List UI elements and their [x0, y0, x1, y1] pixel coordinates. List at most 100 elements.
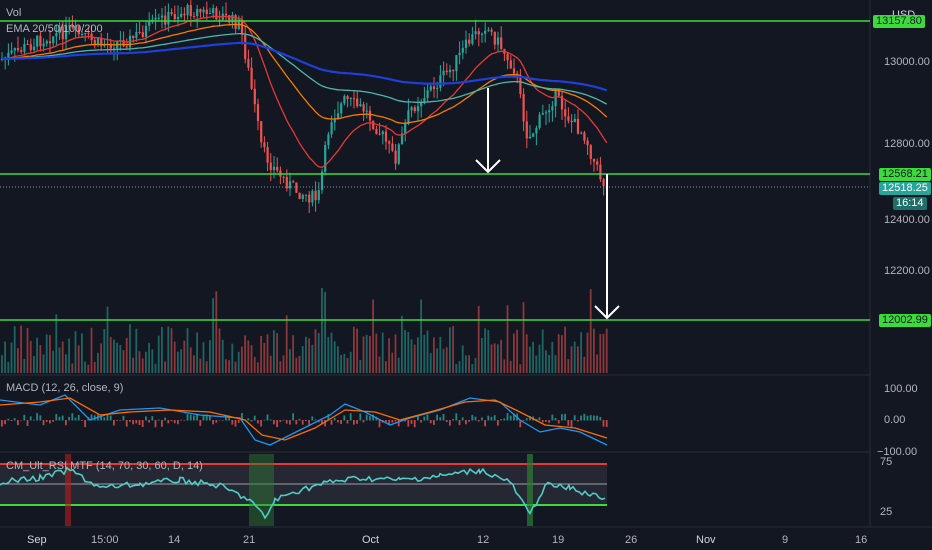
- volume-bar: [397, 357, 400, 373]
- ema-lines: [1, 15, 608, 168]
- candle-body: [557, 89, 560, 96]
- candle-body: [196, 9, 199, 17]
- candle-body: [20, 50, 23, 52]
- volume-bar: [548, 354, 550, 373]
- volume-bar: [250, 345, 253, 373]
- volume-bar: [209, 340, 211, 373]
- macd-histogram-bar: [397, 420, 400, 427]
- candle-body: [567, 116, 570, 121]
- arrow-down-2[interactable]: [594, 174, 620, 320]
- volume-bar: [20, 325, 22, 373]
- time-label-1500: 15:00: [91, 534, 119, 546]
- candle-body: [80, 33, 84, 35]
- volume-bar: [314, 329, 317, 373]
- candle-body: [580, 132, 583, 134]
- arrow-down-1[interactable]: [475, 88, 501, 174]
- volume-bar: [349, 351, 352, 373]
- candle-body: [167, 12, 170, 25]
- candle-body: [528, 136, 532, 139]
- macd-histogram-bar: [349, 413, 352, 421]
- volume-bar: [535, 355, 538, 373]
- volume-bar: [474, 357, 477, 373]
- price-tick-12200: 12200.00: [884, 265, 930, 277]
- macd-histogram-bar: [330, 420, 333, 425]
- volume-bar: [292, 335, 294, 373]
- macd-histogram-bar: [481, 417, 483, 421]
- volume-bar: [116, 342, 118, 373]
- volume-bar: [42, 354, 45, 373]
- volume-bar: [180, 349, 182, 373]
- volume-bar: [455, 364, 458, 373]
- volume-bar: [525, 334, 528, 373]
- macd-histogram-bar: [391, 420, 394, 423]
- macd-histogram-bar: [503, 418, 506, 421]
- volume-bar: [4, 341, 6, 373]
- macd-histogram-bar: [132, 420, 134, 425]
- macd-histogram-bar: [65, 420, 67, 426]
- candle-body: [266, 147, 269, 163]
- level-price-mid: 12568.21: [879, 168, 931, 181]
- ema-legend-label: EMA 20/50/100/200: [6, 23, 103, 35]
- volume-bar: [148, 342, 150, 373]
- volume-bar: [410, 339, 413, 373]
- candle-body: [269, 162, 272, 171]
- candle-body: [525, 121, 528, 139]
- volume-bar: [417, 337, 419, 373]
- candle-body: [548, 110, 551, 113]
- candle-body: [231, 14, 234, 23]
- macd-histogram-bar: [474, 416, 477, 421]
- candle-body: [455, 55, 458, 72]
- candle-body: [186, 5, 189, 16]
- macd-histogram-bar: [42, 420, 45, 426]
- volume-bar: [346, 357, 349, 373]
- macd-histogram-bar: [289, 420, 291, 425]
- candle-body: [589, 145, 592, 159]
- candle-body: [304, 194, 308, 196]
- macd-histogram-bar: [327, 414, 330, 421]
- volume-bar: [289, 349, 291, 373]
- macd-histogram-bar: [484, 420, 486, 427]
- candle-body: [535, 127, 538, 134]
- volume-bar: [113, 339, 115, 373]
- signal-line: [0, 397, 608, 441]
- macd-histogram-bar: [577, 420, 579, 422]
- volume-bar: [570, 346, 573, 373]
- candle-body: [272, 166, 276, 171]
- macd-histogram-bar: [308, 420, 310, 426]
- volume-bar: [93, 361, 96, 373]
- candle-body: [26, 44, 29, 46]
- volume-bar: [253, 356, 256, 373]
- macd-histogram-bar: [365, 414, 368, 421]
- volume-bar: [333, 341, 336, 373]
- macd-histogram-bar: [231, 420, 234, 425]
- candle-body: [39, 35, 42, 47]
- volume-bar: [237, 351, 240, 373]
- candle-body: [519, 78, 522, 95]
- volume-bar: [493, 343, 496, 373]
- volume-bar: [596, 354, 598, 373]
- volume-bar: [532, 341, 534, 373]
- volume-bar: [369, 335, 371, 373]
- macd-histogram-bar: [557, 420, 560, 424]
- volume-bar: [177, 351, 179, 373]
- candle-body: [368, 110, 372, 121]
- volume-bar: [122, 350, 125, 373]
- macd-histogram-bar: [525, 418, 528, 421]
- macd-histogram-bar: [55, 413, 58, 421]
- volume-bar: [436, 348, 438, 373]
- macd-histogram-bar: [497, 420, 499, 426]
- macd-histogram-bar: [589, 415, 592, 421]
- macd-histogram-bar: [410, 420, 413, 424]
- macd-histogram-bar: [385, 420, 387, 423]
- macd-histogram-bar: [26, 420, 29, 427]
- macd-histogram-bar: [247, 418, 250, 421]
- candle-body: [61, 26, 64, 40]
- candle-body: [64, 26, 68, 40]
- volume-bar: [196, 332, 198, 373]
- macd-tick-0: 0.00: [884, 414, 906, 426]
- rsi-oversold-zone-2: [527, 454, 533, 526]
- volume-bar: [26, 327, 29, 373]
- candle-body: [362, 104, 365, 112]
- macd-histogram-bar: [356, 420, 358, 424]
